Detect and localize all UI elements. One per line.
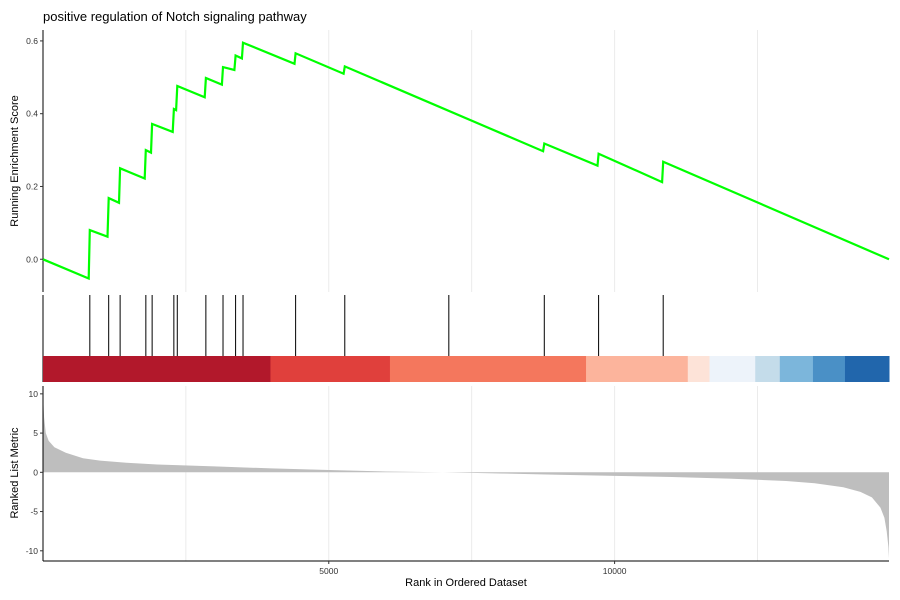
color-bar-segment	[844, 356, 890, 382]
color-bar-segment	[812, 356, 846, 382]
ranked-metric-area	[43, 393, 889, 559]
color-bar-segment	[709, 356, 756, 382]
x-tick-label: 10000	[603, 566, 627, 576]
chart-title: positive regulation of Notch signaling p…	[43, 9, 307, 24]
es-y-ticks: 0.0 0.2 0.4 0.6	[26, 36, 43, 264]
color-bar-segment	[43, 356, 271, 382]
metric-y-tick-label: 0	[33, 467, 38, 477]
color-bar-segment	[779, 356, 814, 382]
es-y-tick-label: 0.2	[26, 181, 38, 191]
metric-y-tick-label: -5	[30, 507, 38, 517]
metric-x-ticks: 5000 10000	[319, 561, 627, 576]
es-grid	[185, 30, 759, 292]
color-bar-segment	[755, 356, 781, 382]
color-bar-segment	[270, 356, 391, 382]
color-bar-segment	[389, 356, 587, 382]
x-axis-label: Rank in Ordered Dataset	[405, 577, 527, 589]
es-y-axis-label: Running Enrichment Score	[9, 95, 21, 226]
es-y-tick-label: 0.0	[26, 254, 38, 264]
enrichment-score-panel: 0.0 0.2 0.4 0.6 Running Enrichment Score	[9, 30, 890, 292]
metric-y-tick-label: -10	[26, 546, 39, 556]
rank-color-bar	[43, 356, 890, 382]
es-y-tick-label: 0.4	[26, 109, 38, 119]
color-bar-segment	[687, 356, 710, 382]
enrichment-score-line	[42, 41, 890, 281]
color-bar-segment	[586, 356, 689, 382]
metric-y-ticks: 10 5 0 -5 -10	[26, 389, 43, 556]
gene-hits-panel	[42, 295, 890, 382]
metric-y-axis-label: Ranked List Metric	[9, 427, 21, 519]
ranked-metric-panel: 10 5 0 -5 -10 5000 10000 Ranked List Metric R…	[9, 386, 889, 589]
metric-y-tick-label: 5	[33, 428, 38, 438]
x-tick-label: 5000	[319, 566, 338, 576]
es-y-tick-label: 0.6	[26, 36, 38, 46]
metric-y-tick-label: 10	[29, 389, 39, 399]
